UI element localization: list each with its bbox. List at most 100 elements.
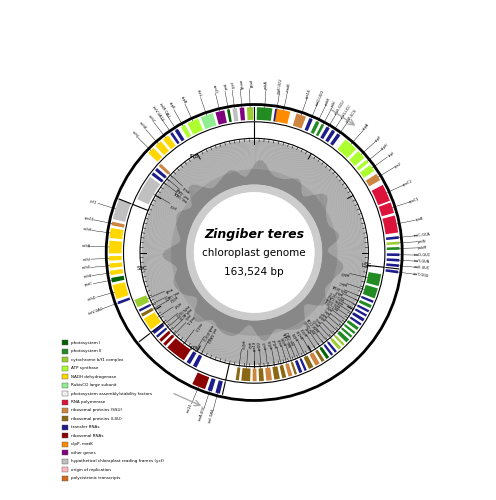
Wedge shape <box>174 274 190 280</box>
Wedge shape <box>327 190 348 204</box>
Wedge shape <box>330 244 366 247</box>
Wedge shape <box>343 268 365 272</box>
Wedge shape <box>176 172 190 186</box>
Wedge shape <box>317 226 330 230</box>
Wedge shape <box>193 292 200 296</box>
Wedge shape <box>183 210 196 218</box>
Wedge shape <box>209 149 223 178</box>
Wedge shape <box>173 274 191 281</box>
Wedge shape <box>302 163 322 190</box>
Wedge shape <box>251 328 253 364</box>
Wedge shape <box>137 177 160 204</box>
Wedge shape <box>306 296 317 306</box>
Wedge shape <box>178 230 189 234</box>
Wedge shape <box>308 304 336 330</box>
Wedge shape <box>320 240 338 242</box>
Wedge shape <box>149 212 177 224</box>
Wedge shape <box>159 295 187 313</box>
Wedge shape <box>263 164 266 186</box>
Wedge shape <box>313 214 326 222</box>
Wedge shape <box>219 146 228 172</box>
Wedge shape <box>197 185 211 202</box>
Wedge shape <box>287 311 298 330</box>
Wedge shape <box>184 286 196 294</box>
Wedge shape <box>256 140 257 162</box>
Wedge shape <box>280 179 286 191</box>
Wedge shape <box>327 285 357 299</box>
Wedge shape <box>386 242 399 245</box>
Wedge shape <box>248 320 249 325</box>
Wedge shape <box>283 313 291 330</box>
Wedge shape <box>312 210 326 219</box>
Wedge shape <box>311 304 338 328</box>
Wedge shape <box>320 266 343 270</box>
Wedge shape <box>310 206 327 216</box>
Wedge shape <box>234 170 239 187</box>
Wedge shape <box>144 267 177 274</box>
Wedge shape <box>280 146 292 178</box>
Wedge shape <box>141 308 154 316</box>
Wedge shape <box>298 303 304 309</box>
Wedge shape <box>307 170 331 197</box>
Wedge shape <box>325 182 342 196</box>
Wedge shape <box>217 146 227 173</box>
Wedge shape <box>314 282 325 288</box>
Wedge shape <box>325 296 350 312</box>
Text: trnN-GUU: trnN-GUU <box>174 304 189 318</box>
Wedge shape <box>160 295 189 314</box>
Wedge shape <box>328 246 367 250</box>
Wedge shape <box>270 142 277 172</box>
Wedge shape <box>144 232 181 239</box>
Wedge shape <box>280 179 285 190</box>
Wedge shape <box>305 194 321 208</box>
Wedge shape <box>142 248 167 250</box>
Wedge shape <box>324 180 341 194</box>
Wedge shape <box>201 324 216 351</box>
Wedge shape <box>309 200 328 214</box>
Wedge shape <box>306 194 323 210</box>
Wedge shape <box>143 234 181 241</box>
Wedge shape <box>214 148 225 175</box>
Wedge shape <box>150 208 177 220</box>
Wedge shape <box>159 164 170 174</box>
Wedge shape <box>309 292 325 304</box>
Wedge shape <box>218 182 224 192</box>
Wedge shape <box>258 160 260 186</box>
Wedge shape <box>169 179 190 198</box>
Wedge shape <box>224 316 231 334</box>
Text: psbI: psbI <box>330 100 337 108</box>
Wedge shape <box>296 305 305 316</box>
Wedge shape <box>332 255 367 258</box>
Bar <box>62 467 68 472</box>
Wedge shape <box>306 194 325 210</box>
Wedge shape <box>189 186 207 204</box>
Wedge shape <box>287 330 299 356</box>
Wedge shape <box>218 182 224 193</box>
Wedge shape <box>277 316 282 329</box>
Text: trnL-CAA: trnL-CAA <box>283 331 293 347</box>
Wedge shape <box>265 141 269 164</box>
Wedge shape <box>254 140 255 164</box>
Wedge shape <box>153 290 178 302</box>
Wedge shape <box>230 317 236 336</box>
Wedge shape <box>321 240 337 243</box>
Wedge shape <box>325 290 354 305</box>
Wedge shape <box>298 156 312 179</box>
Wedge shape <box>303 326 316 346</box>
Text: trnY-GUA: trnY-GUA <box>414 259 431 264</box>
Wedge shape <box>195 184 210 202</box>
Wedge shape <box>147 217 177 228</box>
Wedge shape <box>277 178 281 190</box>
Wedge shape <box>219 314 227 330</box>
Wedge shape <box>232 108 239 122</box>
Wedge shape <box>249 326 251 364</box>
Wedge shape <box>180 242 187 243</box>
Wedge shape <box>177 244 187 246</box>
Wedge shape <box>157 196 183 211</box>
Wedge shape <box>238 318 242 334</box>
Wedge shape <box>250 320 251 326</box>
Wedge shape <box>260 162 264 186</box>
Wedge shape <box>293 308 305 324</box>
Text: rps2: rps2 <box>394 161 402 168</box>
Wedge shape <box>272 317 276 330</box>
